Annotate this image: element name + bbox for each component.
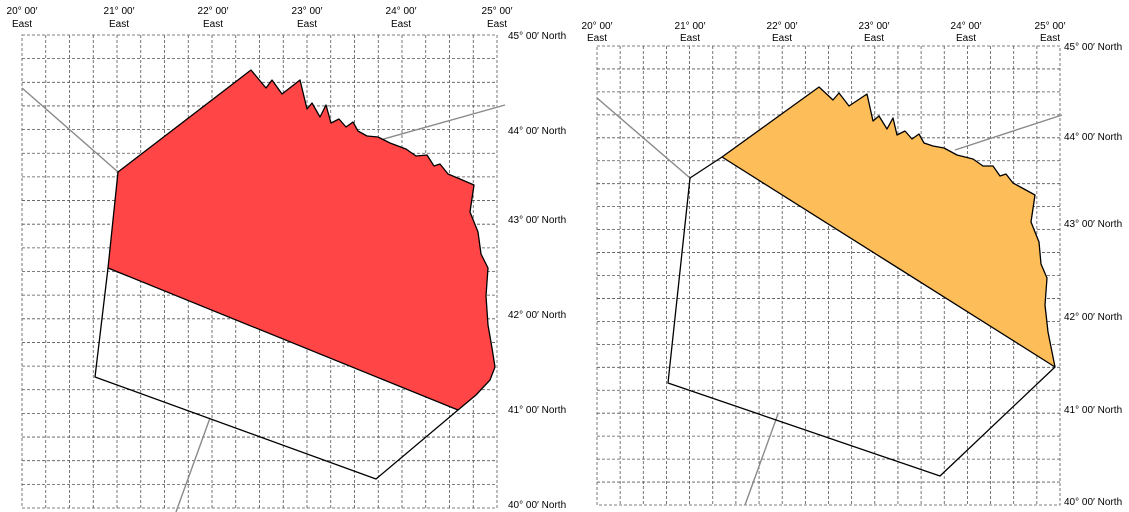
left-road-northwest xyxy=(21,87,119,173)
right-boundary-outline xyxy=(667,156,1056,477)
left-lon-label-24: 24° 00′ xyxy=(386,6,417,17)
right-lon-label-25-dir: East xyxy=(1040,33,1060,44)
right-map-panel xyxy=(596,45,1063,506)
right-lon-label-21: 21° 00′ xyxy=(675,21,706,32)
right-longitude-labels: 20° 00′ East 21° 00′ East 22° 00′ East 2… xyxy=(582,21,1066,44)
right-shaded-area xyxy=(721,86,1056,368)
left-road-south xyxy=(175,417,211,512)
left-latitude-labels: 45° 00′ North 44° 00′ North 43° 00′ Nort… xyxy=(508,31,566,511)
right-lon-label-24-dir: East xyxy=(956,33,976,44)
left-lon-label-23-dir: East xyxy=(297,19,317,30)
left-map-panel xyxy=(21,34,506,512)
right-lat-label-43: 43° 00′ North xyxy=(1064,219,1122,230)
left-lon-label-21: 21° 00′ xyxy=(104,6,135,17)
right-lon-label-23-dir: East xyxy=(864,33,884,44)
left-lon-label-24-dir: East xyxy=(391,19,411,30)
left-road-northeast xyxy=(379,104,506,141)
left-lon-label-22: 22° 00′ xyxy=(198,6,229,17)
right-lon-label-22: 22° 00′ xyxy=(767,21,798,32)
right-latitude-labels: 45° 00′ North 44° 00′ North 43° 00′ Nort… xyxy=(1064,42,1122,508)
left-lat-label-43: 43° 00′ North xyxy=(508,215,566,226)
right-road-south xyxy=(744,413,779,506)
right-road-northeast xyxy=(954,114,1063,151)
right-lon-label-24: 24° 00′ xyxy=(951,21,982,32)
right-lon-label-23: 23° 00′ xyxy=(859,21,890,32)
left-lon-label-23: 23° 00′ xyxy=(292,6,323,17)
left-lon-label-22-dir: East xyxy=(203,19,223,30)
right-lat-label-44: 44° 00′ North xyxy=(1064,132,1122,143)
right-lon-label-20: 20° 00′ xyxy=(582,21,613,32)
right-lon-label-21-dir: East xyxy=(680,33,700,44)
left-lon-label-25: 25° 00′ xyxy=(482,6,513,17)
left-shaded-area xyxy=(107,69,496,411)
left-lon-label-25-dir: East xyxy=(487,19,507,30)
left-lat-label-45: 45° 00′ North xyxy=(508,31,566,42)
right-lat-label-41: 41° 00′ North xyxy=(1064,405,1122,416)
left-lat-label-44: 44° 00′ North xyxy=(508,126,566,137)
right-lat-label-42: 42° 00′ North xyxy=(1064,312,1122,323)
right-lat-label-40: 40° 00′ North xyxy=(1064,497,1122,508)
right-lon-label-20-dir: East xyxy=(587,33,607,44)
right-lon-label-25: 25° 00′ xyxy=(1035,21,1066,32)
left-lon-label-20-dir: East xyxy=(12,19,32,30)
left-lon-label-20: 20° 00′ xyxy=(7,6,38,17)
left-longitude-labels: 20° 00′ East 21° 00′ East 22° 00′ East 2… xyxy=(7,6,513,30)
left-lat-label-42: 42° 00′ North xyxy=(508,310,566,321)
right-road-northwest xyxy=(596,97,691,179)
left-boundary-outline xyxy=(94,267,459,480)
right-lat-label-45: 45° 00′ North xyxy=(1064,42,1122,53)
left-lat-label-40: 40° 00′ North xyxy=(508,500,566,511)
right-lon-label-22-dir: East xyxy=(772,33,792,44)
left-lat-label-41: 41° 00′ North xyxy=(508,405,566,416)
left-lon-label-21-dir: East xyxy=(109,19,129,30)
